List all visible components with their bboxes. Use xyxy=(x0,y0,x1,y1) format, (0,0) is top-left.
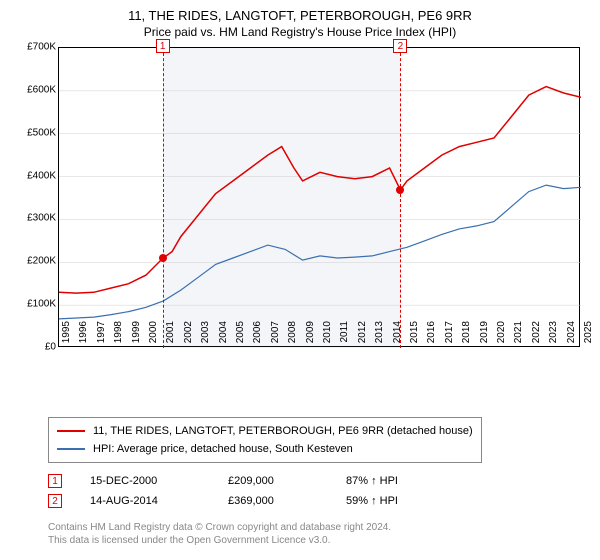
y-tick-label: £100K xyxy=(18,299,56,310)
x-tick-label: 1999 xyxy=(131,321,142,351)
footer-line-2: This data is licensed under the Open Gov… xyxy=(48,534,590,547)
x-tick-label: 2001 xyxy=(165,321,176,351)
figure-container: 11, THE RIDES, LANGTOFT, PETERBOROUGH, P… xyxy=(0,0,600,560)
title-block: 11, THE RIDES, LANGTOFT, PETERBOROUGH, P… xyxy=(10,8,590,39)
events-table: 1 15-DEC-2000 £209,000 87% ↑ HPI 2 14-AUG-201… xyxy=(48,471,590,511)
footer: Contains HM Land Registry data © Crown c… xyxy=(48,521,590,547)
y-tick-label: £600K xyxy=(18,84,56,95)
chart-area: £0£100K£200K£300K£400K£500K£600K£700K 12… xyxy=(20,47,580,377)
series-hpi xyxy=(59,185,581,319)
legend-row: 11, THE RIDES, LANGTOFT, PETERBOROUGH, P… xyxy=(57,422,473,440)
event-marker: 1 xyxy=(48,474,62,488)
x-tick-label: 2012 xyxy=(357,321,368,351)
sale-point-dot xyxy=(396,186,404,194)
x-tick-label: 2023 xyxy=(548,321,559,351)
x-tick-label: 2016 xyxy=(426,321,437,351)
event-price: £209,000 xyxy=(228,475,318,487)
plot-region: 12 xyxy=(58,47,580,347)
event-row: 2 14-AUG-2014 £369,000 59% ↑ HPI xyxy=(48,491,590,511)
x-tick-label: 2006 xyxy=(252,321,263,351)
x-tick-label: 2019 xyxy=(479,321,490,351)
x-tick-label: 2009 xyxy=(305,321,316,351)
x-tick-label: 2022 xyxy=(531,321,542,351)
x-tick-label: 2007 xyxy=(270,321,281,351)
sale-vline xyxy=(163,48,164,348)
legend-label: HPI: Average price, detached house, Sout… xyxy=(93,443,353,455)
chart-marker-1: 1 xyxy=(156,39,170,53)
x-tick-label: 2005 xyxy=(235,321,246,351)
plot-svg xyxy=(59,48,581,348)
legend-swatch xyxy=(57,448,85,450)
event-date: 14-AUG-2014 xyxy=(90,495,200,507)
sale-vline xyxy=(400,48,401,348)
y-tick-label: £500K xyxy=(18,127,56,138)
event-pct: 59% ↑ HPI xyxy=(346,495,398,507)
x-tick-label: 2014 xyxy=(392,321,403,351)
x-tick-label: 2003 xyxy=(200,321,211,351)
legend-row: HPI: Average price, detached house, Sout… xyxy=(57,440,473,458)
y-tick-label: £400K xyxy=(18,170,56,181)
x-tick-label: 1997 xyxy=(96,321,107,351)
x-tick-label: 2000 xyxy=(148,321,159,351)
y-tick-label: £200K xyxy=(18,256,56,267)
x-tick-label: 2015 xyxy=(409,321,420,351)
x-tick-label: 1998 xyxy=(113,321,124,351)
event-row: 1 15-DEC-2000 £209,000 87% ↑ HPI xyxy=(48,471,590,491)
x-tick-label: 2013 xyxy=(374,321,385,351)
x-tick-label: 2025 xyxy=(583,321,594,351)
legend-label: 11, THE RIDES, LANGTOFT, PETERBOROUGH, P… xyxy=(93,425,473,437)
sale-point-dot xyxy=(159,254,167,262)
event-price: £369,000 xyxy=(228,495,318,507)
x-tick-label: 2004 xyxy=(218,321,229,351)
x-tick-label: 2017 xyxy=(444,321,455,351)
event-date: 15-DEC-2000 xyxy=(90,475,200,487)
x-tick-label: 2011 xyxy=(339,321,350,351)
legend-swatch xyxy=(57,430,85,432)
x-tick-label: 1995 xyxy=(61,321,72,351)
legend-box: 11, THE RIDES, LANGTOFT, PETERBOROUGH, P… xyxy=(48,417,482,463)
x-tick-label: 2008 xyxy=(287,321,298,351)
event-marker: 2 xyxy=(48,494,62,508)
event-pct: 87% ↑ HPI xyxy=(346,475,398,487)
x-tick-label: 2020 xyxy=(496,321,507,351)
x-tick-label: 1996 xyxy=(78,321,89,351)
x-tick-label: 2024 xyxy=(566,321,577,351)
chart-title: 11, THE RIDES, LANGTOFT, PETERBOROUGH, P… xyxy=(10,8,590,23)
x-tick-label: 2010 xyxy=(322,321,333,351)
footer-line-1: Contains HM Land Registry data © Crown c… xyxy=(48,521,590,534)
y-tick-label: £0 xyxy=(18,342,56,353)
chart-marker-2: 2 xyxy=(393,39,407,53)
chart-subtitle: Price paid vs. HM Land Registry's House … xyxy=(10,25,590,39)
x-tick-label: 2002 xyxy=(183,321,194,351)
x-tick-label: 2018 xyxy=(461,321,472,351)
y-tick-label: £300K xyxy=(18,213,56,224)
y-tick-label: £700K xyxy=(18,42,56,53)
x-tick-label: 2021 xyxy=(513,321,524,351)
